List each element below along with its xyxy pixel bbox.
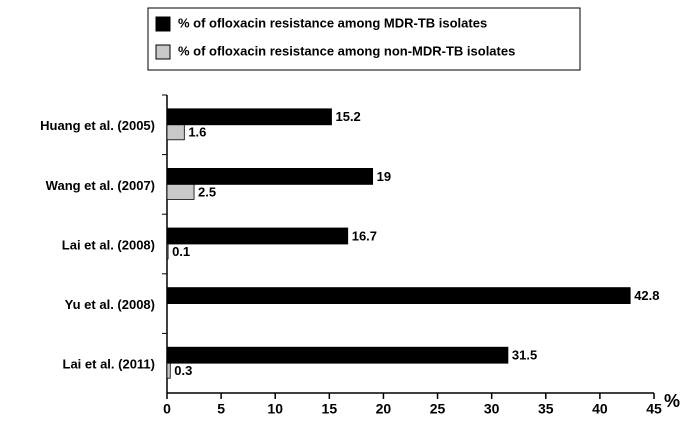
- data-label: 0.1: [172, 244, 190, 259]
- y-tick-label: Wang et al. (2007): [46, 178, 155, 193]
- x-tick-label: 0: [163, 401, 171, 417]
- bar: [166, 108, 332, 126]
- y-tick-label: Lai et al. (2011): [63, 357, 156, 372]
- x-tick-label: 20: [376, 401, 392, 417]
- legend-swatch: [155, 44, 171, 60]
- y-tick-label: Yu et al. (2008): [65, 297, 155, 312]
- data-label: 2.5: [198, 184, 216, 199]
- data-label: 42.8: [634, 288, 659, 303]
- bar: [166, 227, 349, 245]
- data-label: 1.6: [188, 125, 206, 140]
- legend-label: % of ofloxacin resistance among non-MDR-…: [178, 43, 515, 58]
- x-tick-label: 40: [592, 401, 608, 417]
- bar: [166, 167, 374, 185]
- bar: [166, 124, 185, 141]
- bar: [166, 346, 509, 364]
- data-label: 16.7: [352, 228, 377, 243]
- data-label: 19: [377, 169, 391, 184]
- x-tick-label: 25: [430, 401, 446, 417]
- x-tick-label: 30: [484, 401, 500, 417]
- data-label: 15.2: [335, 109, 360, 124]
- x-tick-label: 35: [538, 401, 554, 417]
- legend-label: % of ofloxacin resistance among MDR-TB i…: [178, 15, 487, 30]
- legend-box: [147, 7, 581, 71]
- bar: [166, 243, 169, 260]
- x-tick-label: 45: [646, 401, 662, 417]
- x-tick-label: 15: [322, 401, 338, 417]
- bar: [166, 362, 171, 379]
- data-label: 0.3: [174, 363, 192, 378]
- x-tick-label: 10: [267, 401, 283, 417]
- legend-swatch: [155, 16, 171, 32]
- data-label: 31.5: [512, 348, 537, 363]
- y-tick-label: Huang et al. (2005): [40, 118, 155, 133]
- x-tick-label: 5: [217, 401, 225, 417]
- bar: [166, 183, 195, 200]
- y-tick-label: Lai et al. (2008): [62, 237, 155, 252]
- x-axis-label: %: [664, 391, 680, 411]
- bar: [166, 287, 631, 305]
